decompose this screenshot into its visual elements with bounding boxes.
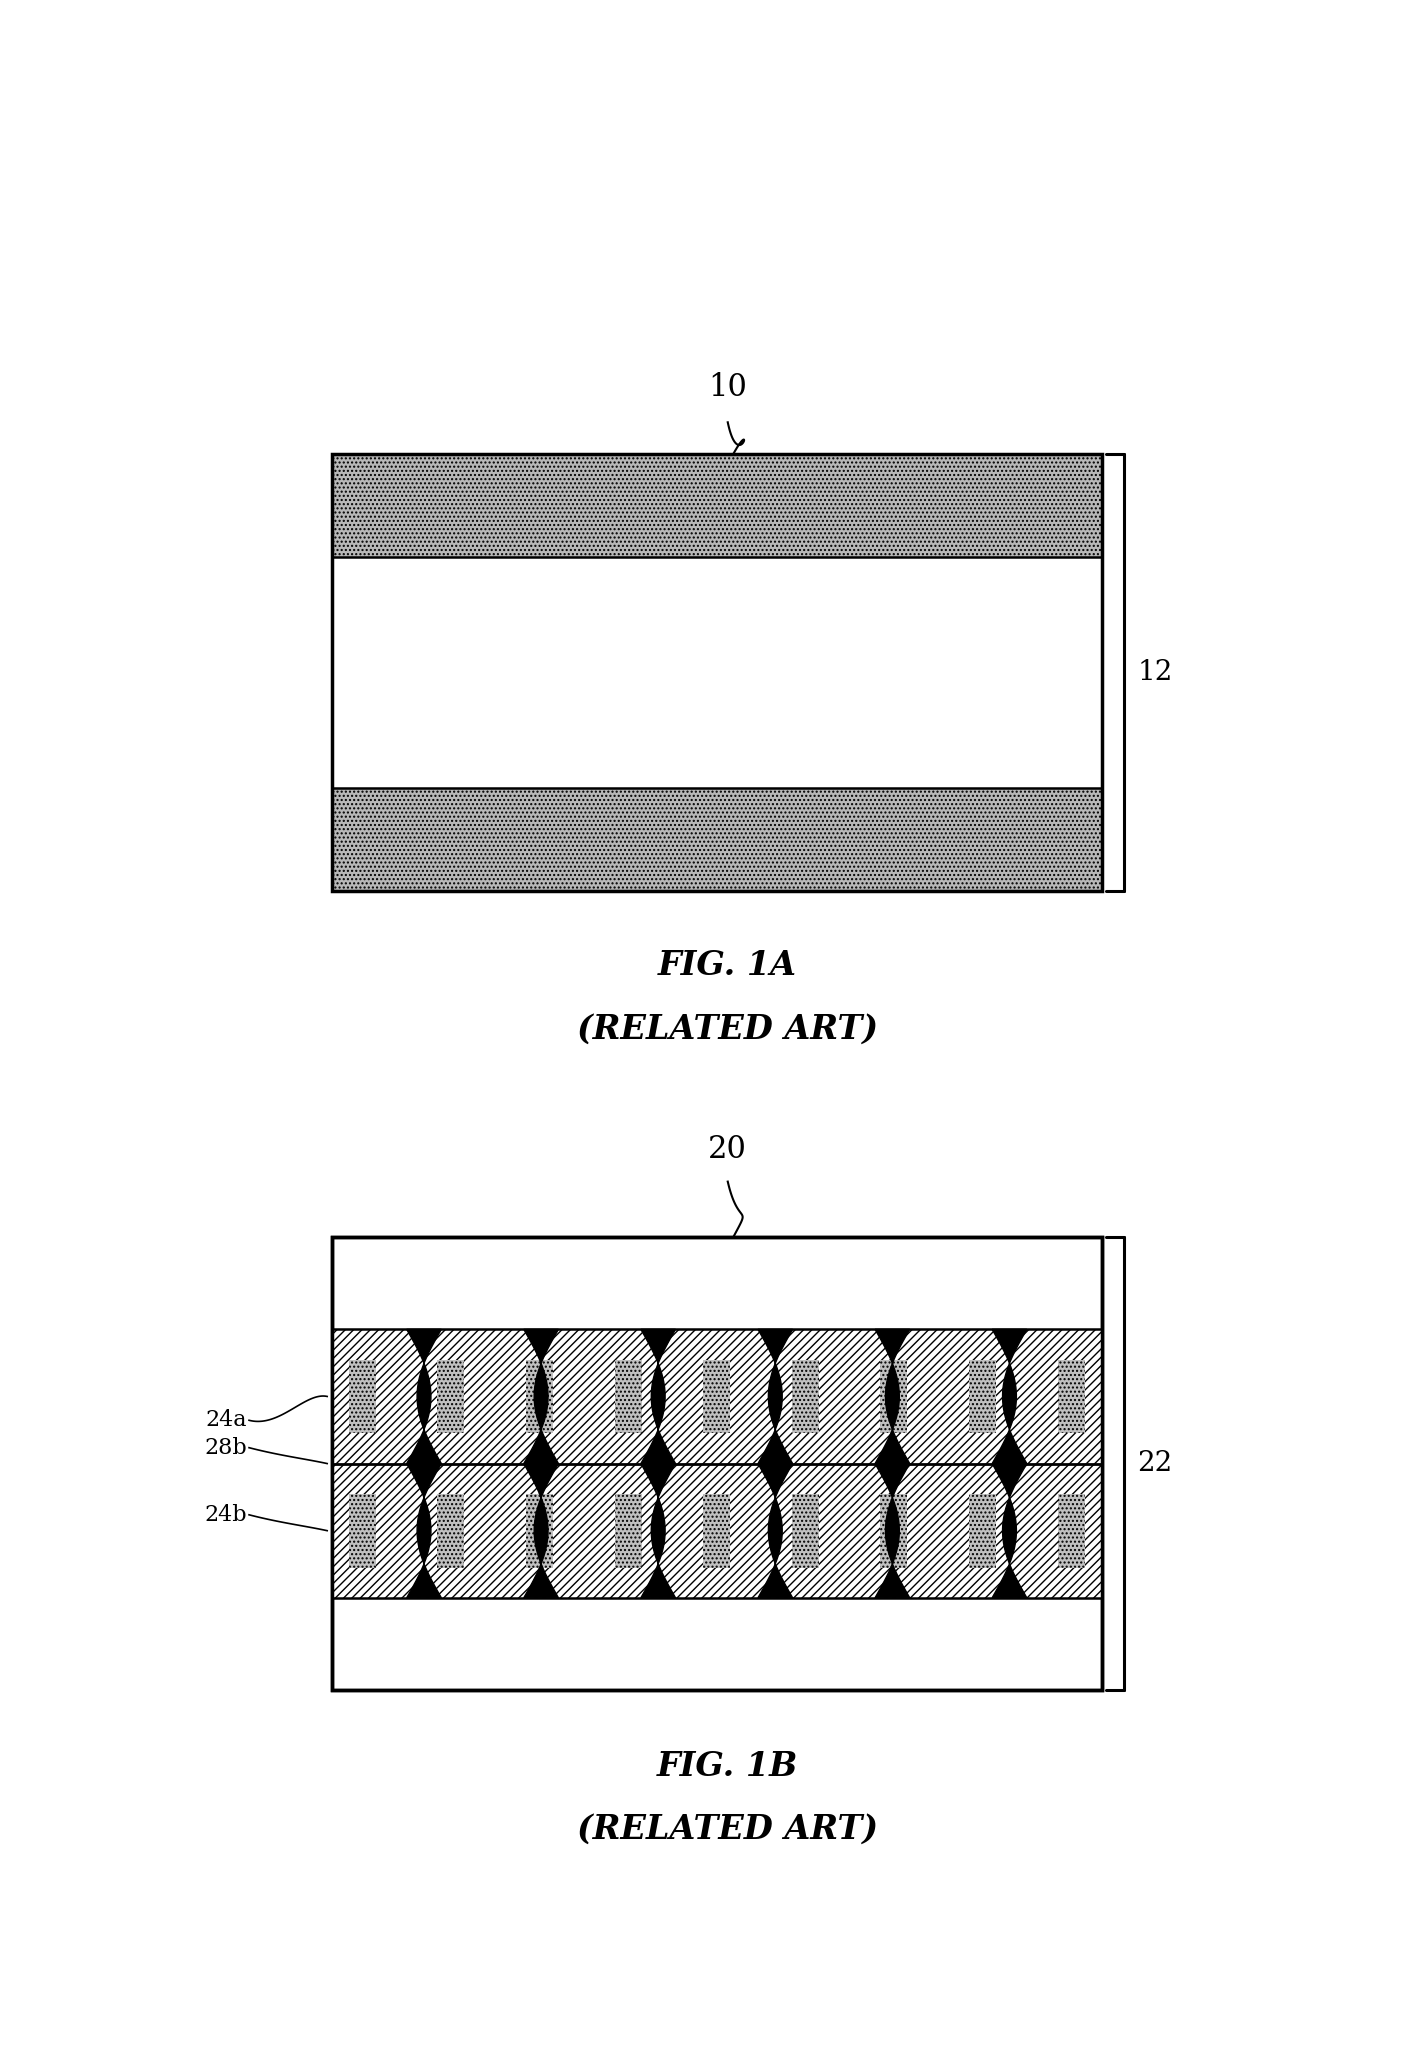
Bar bbox=[615, 1494, 642, 1568]
Polygon shape bbox=[406, 1329, 442, 1463]
Bar bbox=[332, 557, 1102, 788]
Bar bbox=[332, 788, 1102, 891]
Bar bbox=[332, 1329, 1102, 1463]
Bar bbox=[332, 1463, 1102, 1597]
Bar bbox=[332, 1238, 1102, 1690]
Text: 12: 12 bbox=[1137, 658, 1173, 687]
Polygon shape bbox=[758, 1463, 792, 1597]
Polygon shape bbox=[993, 1329, 1027, 1463]
Polygon shape bbox=[524, 1463, 558, 1597]
Bar bbox=[703, 1494, 730, 1568]
Bar bbox=[792, 1360, 819, 1434]
Bar bbox=[525, 1360, 552, 1434]
Bar bbox=[968, 1360, 995, 1434]
Polygon shape bbox=[406, 1463, 442, 1597]
Polygon shape bbox=[640, 1329, 676, 1463]
Polygon shape bbox=[875, 1329, 910, 1463]
Bar bbox=[792, 1494, 819, 1568]
Text: FIG. 1B: FIG. 1B bbox=[657, 1749, 798, 1782]
Text: (RELATED ART): (RELATED ART) bbox=[577, 1813, 879, 1846]
Bar bbox=[332, 454, 1102, 891]
Text: FIG. 1A: FIG. 1A bbox=[659, 949, 797, 982]
Text: 10: 10 bbox=[709, 371, 747, 402]
Bar bbox=[1058, 1360, 1085, 1434]
Bar bbox=[332, 454, 1102, 557]
Text: 22: 22 bbox=[1137, 1450, 1173, 1477]
Polygon shape bbox=[993, 1463, 1027, 1597]
Bar bbox=[880, 1494, 907, 1568]
Polygon shape bbox=[875, 1463, 910, 1597]
Text: 28b: 28b bbox=[204, 1436, 247, 1459]
Bar bbox=[525, 1494, 552, 1568]
Polygon shape bbox=[758, 1329, 792, 1463]
Bar bbox=[349, 1494, 376, 1568]
Bar bbox=[615, 1360, 642, 1434]
Bar bbox=[437, 1494, 464, 1568]
Text: (RELATED ART): (RELATED ART) bbox=[577, 1013, 879, 1046]
Text: 24a: 24a bbox=[206, 1409, 247, 1432]
Bar bbox=[332, 1238, 1102, 1690]
Bar bbox=[703, 1360, 730, 1434]
Text: 24b: 24b bbox=[204, 1504, 247, 1527]
Polygon shape bbox=[524, 1329, 558, 1463]
Bar bbox=[437, 1360, 464, 1434]
Text: 20: 20 bbox=[709, 1135, 747, 1166]
Polygon shape bbox=[640, 1463, 676, 1597]
Bar bbox=[968, 1494, 995, 1568]
Bar bbox=[1058, 1494, 1085, 1568]
Bar bbox=[349, 1360, 376, 1434]
Bar bbox=[880, 1360, 907, 1434]
